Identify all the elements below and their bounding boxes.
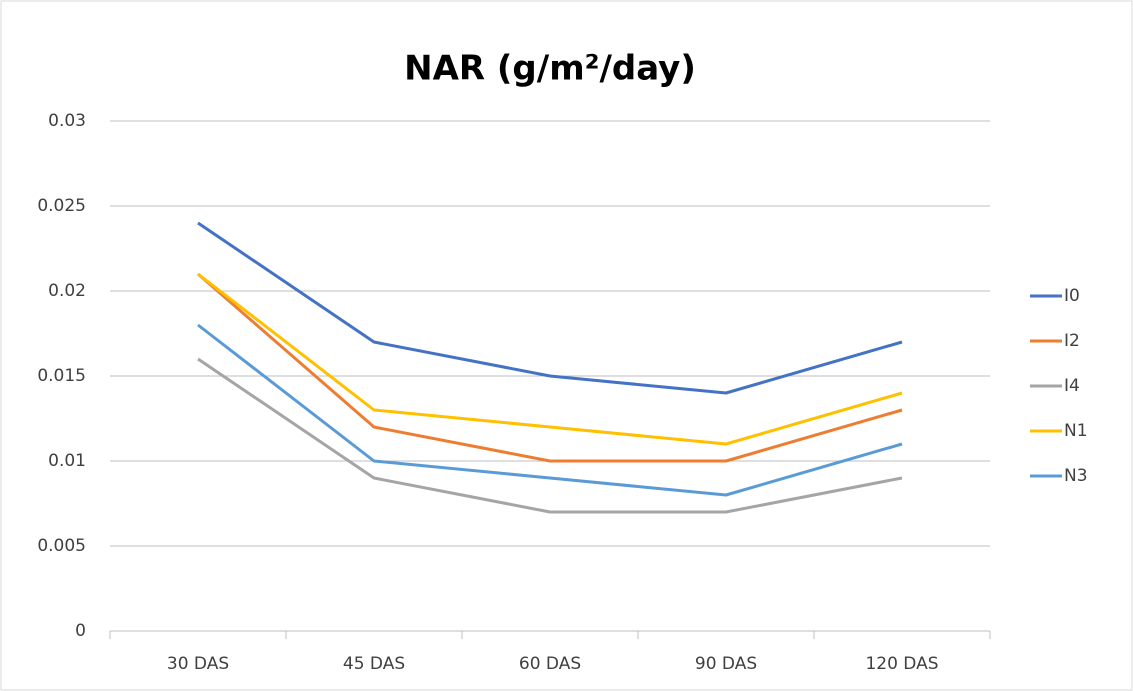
x-tick-label: 90 DAS bbox=[695, 654, 757, 674]
x-tick-label: 30 DAS bbox=[167, 654, 229, 674]
y-tick-label: 0.005 bbox=[37, 536, 86, 556]
legend-label: I2 bbox=[1064, 331, 1080, 351]
line-series bbox=[197, 272, 903, 463]
line-series bbox=[197, 357, 903, 514]
y-tick-label: 0.01 bbox=[48, 451, 86, 471]
y-tick-label: 0 bbox=[75, 621, 86, 641]
line-series bbox=[197, 323, 903, 497]
y-tick-label: 0.03 bbox=[48, 111, 86, 131]
legend-label: N3 bbox=[1064, 466, 1088, 486]
chart-title: NAR (g/m²/day) bbox=[404, 49, 696, 89]
line-series bbox=[197, 221, 903, 395]
x-tick-label: 120 DAS bbox=[865, 654, 938, 674]
x-tick-label: 60 DAS bbox=[519, 654, 581, 674]
y-tick-label: 0.015 bbox=[37, 366, 86, 386]
line-series bbox=[197, 272, 903, 446]
legend-label: N1 bbox=[1064, 421, 1088, 441]
x-tick-label: 45 DAS bbox=[343, 654, 405, 674]
legend-label: I0 bbox=[1064, 286, 1080, 306]
legend-label: I4 bbox=[1064, 376, 1080, 396]
y-tick-label: 0.02 bbox=[48, 281, 86, 301]
y-tick-label: 0.025 bbox=[37, 196, 86, 216]
